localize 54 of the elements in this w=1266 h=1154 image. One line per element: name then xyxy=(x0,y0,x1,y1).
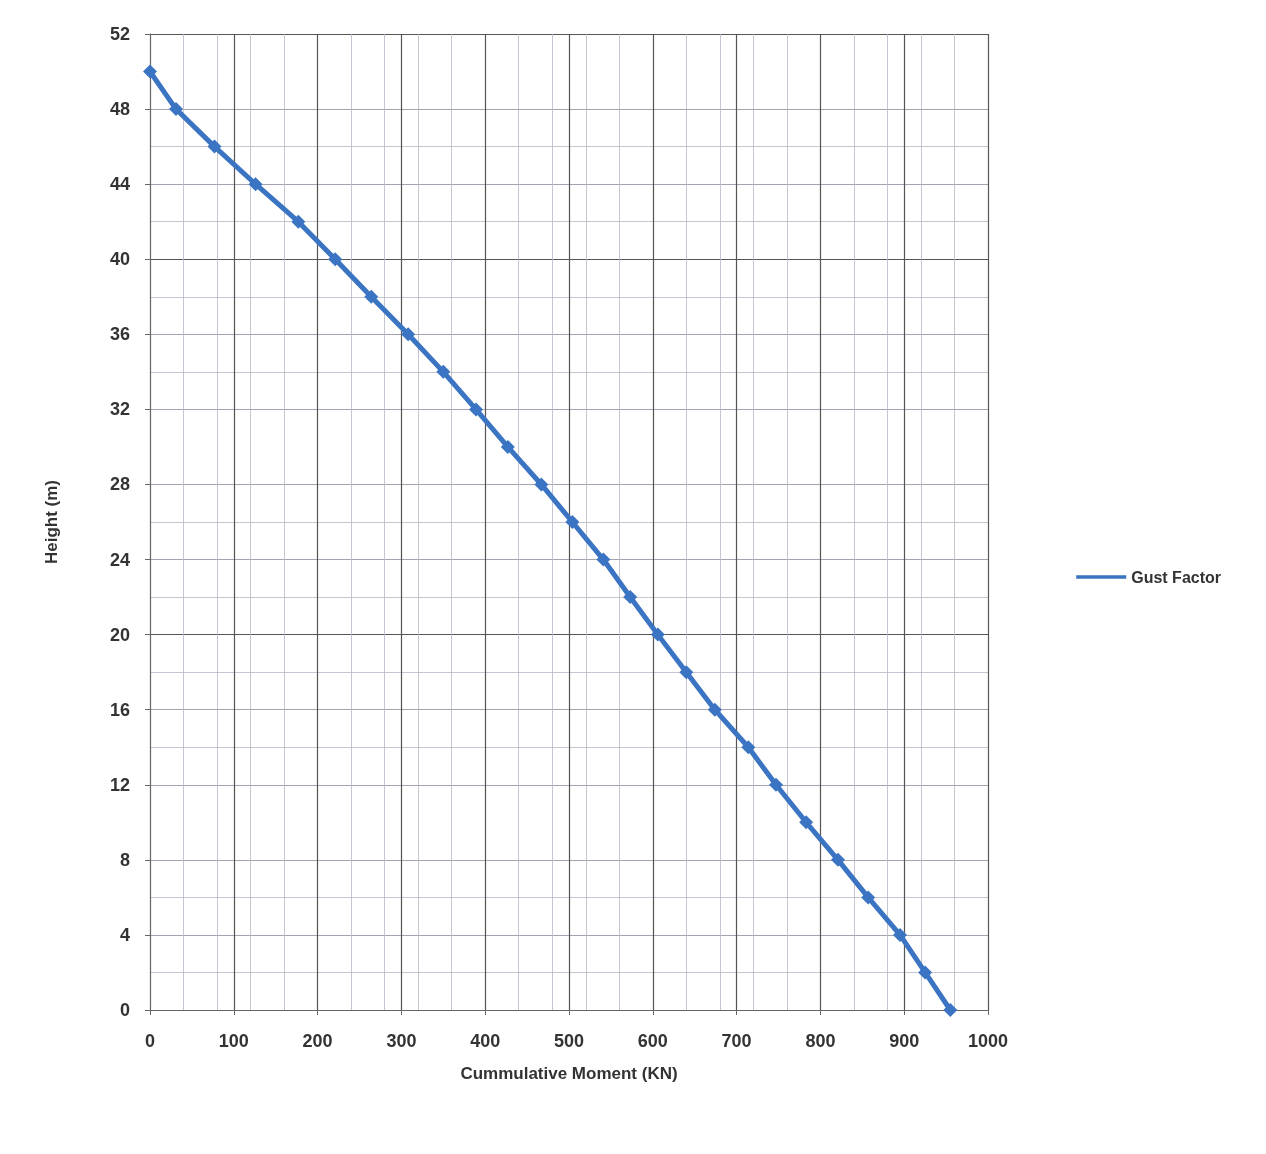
x-tick-label: 200 xyxy=(302,1031,333,1051)
y-tick-label: 40 xyxy=(109,249,130,270)
y-axis-title: Height (m) xyxy=(42,479,61,565)
point xyxy=(679,665,694,680)
point xyxy=(500,439,515,454)
y-tick-label: 16 xyxy=(109,699,130,720)
x-tick-label: 700 xyxy=(721,1031,752,1051)
x-tick-label: 400 xyxy=(470,1031,501,1051)
point xyxy=(831,852,845,867)
x-tick-label: 500 xyxy=(553,1031,585,1051)
point xyxy=(893,927,908,942)
y-tick-label: 8 xyxy=(119,849,130,870)
y-tick-label: 28 xyxy=(109,474,130,495)
point xyxy=(623,590,638,605)
x-axis-title: Cummulative Moment (KN) xyxy=(460,1064,678,1083)
point xyxy=(596,552,611,567)
point xyxy=(143,64,157,79)
point xyxy=(918,965,933,980)
point xyxy=(650,627,665,642)
point xyxy=(207,139,222,154)
point xyxy=(943,1003,958,1017)
legend-label: Gust Factor xyxy=(1131,568,1222,586)
point xyxy=(401,327,416,342)
y-tick-label: 20 xyxy=(109,624,130,645)
point xyxy=(799,815,814,830)
y-tick-label: 36 xyxy=(109,324,130,345)
point xyxy=(768,777,783,792)
x-tick-label: 300 xyxy=(386,1031,417,1051)
point xyxy=(707,702,722,717)
x-tick-label: 100 xyxy=(218,1031,249,1051)
y-tick-label: 32 xyxy=(109,399,130,420)
point xyxy=(861,890,876,905)
y-tick-label: 52 xyxy=(109,24,130,44)
y-tick-label: 44 xyxy=(109,174,130,195)
x-tick-label: 900 xyxy=(889,1031,920,1051)
point xyxy=(468,402,483,417)
y-tick-label: 48 xyxy=(109,99,130,120)
point xyxy=(328,252,343,267)
point xyxy=(168,102,183,117)
x-tick-label: 600 xyxy=(637,1031,668,1051)
y-tick-label: 12 xyxy=(109,774,130,795)
x-tick-label: 0 xyxy=(144,1031,156,1051)
point xyxy=(741,740,756,755)
y-tick-label: 24 xyxy=(109,549,130,570)
x-tick-label: 1000 xyxy=(967,1031,1009,1051)
point xyxy=(436,364,451,379)
point xyxy=(248,177,263,192)
point xyxy=(291,214,306,229)
point xyxy=(364,289,379,304)
point xyxy=(534,477,549,492)
y-tick-label: 0 xyxy=(119,1000,130,1020)
y-tick-label: 4 xyxy=(119,924,130,945)
x-tick-label: 800 xyxy=(805,1031,836,1051)
point xyxy=(565,515,580,529)
